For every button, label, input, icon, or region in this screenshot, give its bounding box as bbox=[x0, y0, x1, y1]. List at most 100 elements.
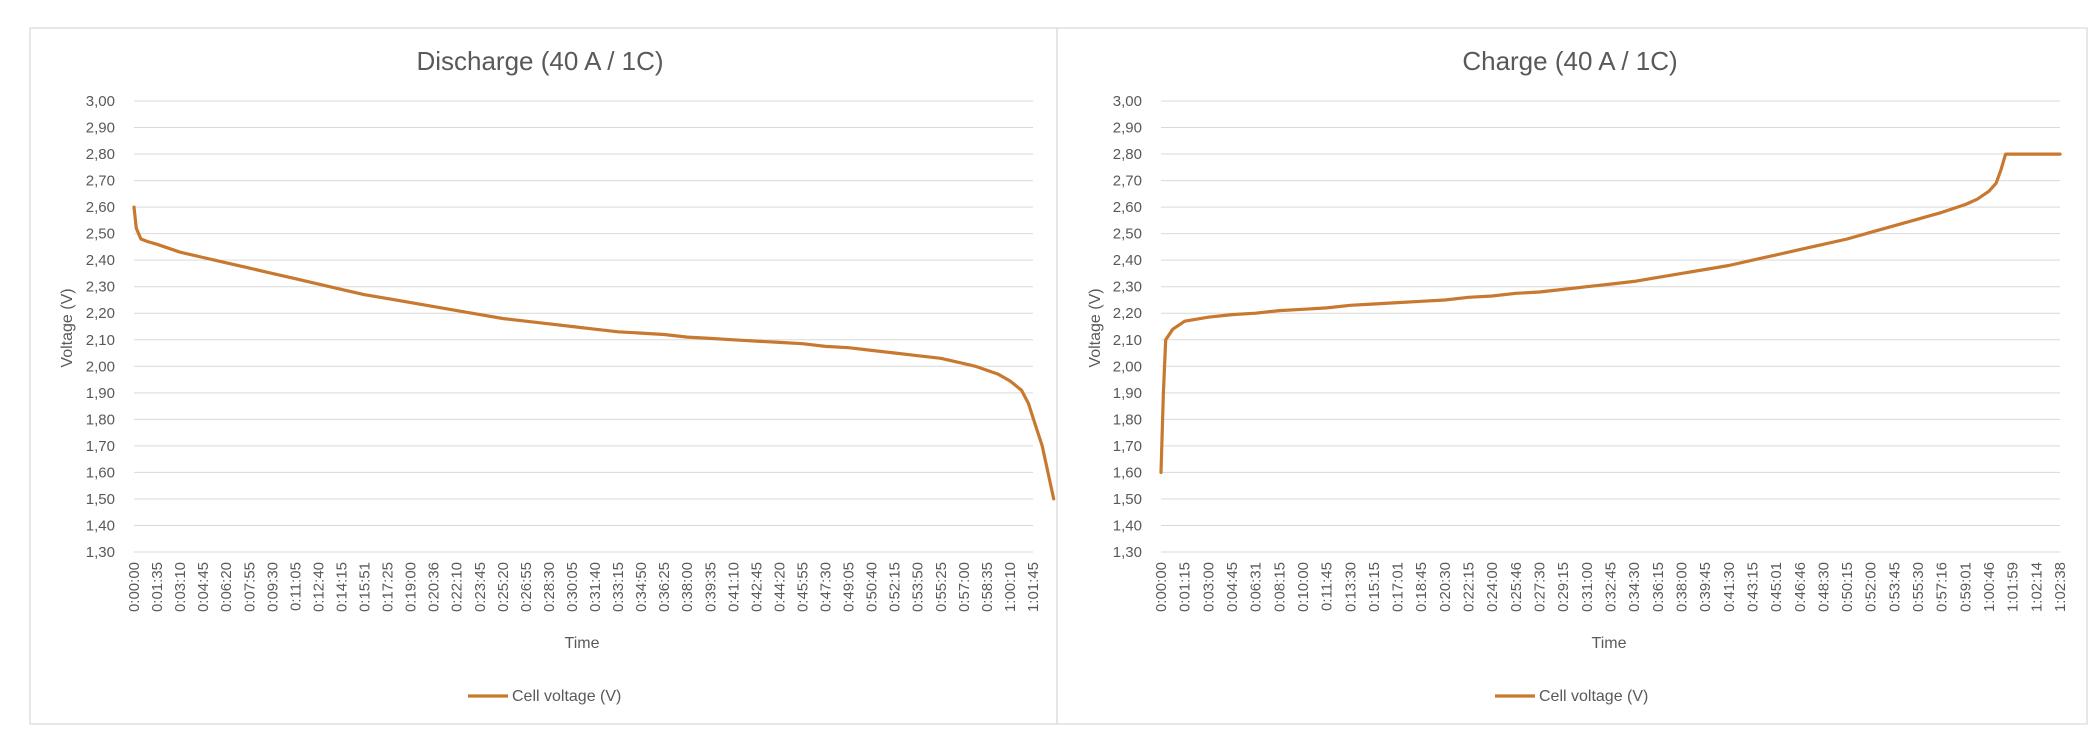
charge-y-tick-label: 2,30 bbox=[1113, 279, 1142, 296]
charge-y-tick-label: 2,90 bbox=[1113, 120, 1142, 137]
charge-x-tick-label: 0:39:45 bbox=[1697, 562, 1714, 612]
discharge-y-tick-label: 1,40 bbox=[86, 517, 115, 534]
charge-x-tick-label: 0:59:01 bbox=[1957, 562, 1974, 612]
discharge-y-tick-label: 1,50 bbox=[86, 491, 115, 508]
charge-y-tick-label: 1,60 bbox=[1113, 464, 1142, 481]
charge-y-tick-label: 2,00 bbox=[1113, 358, 1142, 375]
discharge-x-tick-labels: 0:00:00 0:01:35 0:03:10 0:04:45 0:06:20 0:07:… bbox=[126, 562, 1042, 612]
charge-y-tick-label: 2,10 bbox=[1113, 332, 1142, 349]
discharge-x-tick-label: 0:06:20 bbox=[218, 562, 235, 612]
discharge-x-tick-label: 0:14:15 bbox=[333, 562, 350, 612]
charge-x-tick-label: 1:02:14 bbox=[2028, 562, 2045, 612]
discharge-x-tick-label: 0:03:10 bbox=[172, 562, 189, 612]
charge-y-tick-label: 1,40 bbox=[1113, 517, 1142, 534]
discharge-x-tick-label: 0:31:40 bbox=[587, 562, 604, 612]
charge-y-tick-label: 1,90 bbox=[1113, 385, 1142, 402]
charge-y-tick-label: 1,70 bbox=[1113, 438, 1142, 455]
discharge-x-tick-label: 0:22:10 bbox=[449, 562, 466, 612]
charge-y-tick-label: 2,80 bbox=[1113, 146, 1142, 163]
discharge-x-tick-label: 0:01:35 bbox=[149, 562, 166, 612]
charge-y-tick-label: 2,50 bbox=[1113, 226, 1142, 243]
discharge-y-tick-label: 2,50 bbox=[86, 226, 115, 243]
discharge-y-axis-title: Voltage (V) bbox=[59, 288, 76, 367]
charge-x-tick-label: 0:10:00 bbox=[1295, 562, 1312, 612]
discharge-chart-panel: Discharge (40 A / 1C) 1,301,401,501,601,… bbox=[29, 27, 1058, 725]
discharge-x-tick-label: 0:23:45 bbox=[472, 562, 489, 612]
charge-x-tick-label: 0:48:30 bbox=[1815, 562, 1832, 612]
charge-x-tick-label: 0:52:00 bbox=[1863, 562, 1880, 612]
discharge-x-tick-label: 0:47:30 bbox=[818, 562, 835, 612]
discharge-y-tick-label: 2,90 bbox=[86, 120, 115, 137]
charge-y-tick-label: 2,60 bbox=[1113, 199, 1142, 216]
discharge-chart-frame bbox=[29, 27, 1058, 725]
discharge-x-tick-label: 0:58:35 bbox=[979, 562, 996, 612]
charge-y-tick-labels: 1,30 1,40 1,50 1,60 1,70 1,80 1,90 2,00 2,10 2,20… bbox=[1113, 93, 1142, 561]
charge-x-tick-label: 0:01:15 bbox=[1177, 562, 1194, 612]
discharge-x-tick-label: 0:07:55 bbox=[241, 562, 258, 612]
discharge-x-tick-label: 0:45:55 bbox=[794, 562, 811, 612]
discharge-x-tick-label: 0:09:30 bbox=[264, 562, 281, 612]
discharge-legend-label: Cell voltage (V) bbox=[512, 688, 621, 705]
discharge-x-tick-label: 0:38:00 bbox=[679, 562, 696, 612]
discharge-x-tick-label: 0:19:00 bbox=[403, 562, 420, 612]
charge-x-tick-label: 0:25:46 bbox=[1508, 562, 1525, 612]
charge-chart-frame bbox=[1056, 27, 2088, 725]
charge-x-tick-label: 0:27:30 bbox=[1532, 562, 1549, 612]
charge-x-tick-label: 0:15:15 bbox=[1366, 562, 1383, 612]
charge-x-tick-label: 0:08:15 bbox=[1271, 562, 1288, 612]
charge-x-tick-labels: 0:00:00 0:01:15 0:03:00 0:04:45 0:06:31 0:08:… bbox=[1153, 562, 2069, 612]
charge-x-tick-label: 0:36:15 bbox=[1650, 562, 1667, 612]
charge-x-tick-label: 0:13:30 bbox=[1342, 562, 1359, 612]
charge-x-tick-label: 0:53:45 bbox=[1886, 562, 1903, 612]
charge-legend: Cell voltage (V) bbox=[1495, 688, 1648, 705]
charge-y-tick-label: 2,20 bbox=[1113, 305, 1142, 322]
discharge-y-tick-label: 2,20 bbox=[86, 305, 115, 322]
discharge-x-tick-label: 0:30:05 bbox=[564, 562, 581, 612]
discharge-y-tick-label: 2,30 bbox=[86, 279, 115, 296]
discharge-x-tick-label: 0:55:25 bbox=[933, 562, 950, 612]
charge-x-tick-label: 1:00:46 bbox=[1981, 562, 1998, 612]
charge-chart-panel: Charge (40 A / 1C) 1,301,401,501,601,701… bbox=[1056, 27, 2088, 725]
charge-x-tick-label: 0:11:45 bbox=[1319, 562, 1336, 611]
charge-chart-title: Charge (40 A / 1C) bbox=[1462, 46, 1677, 76]
charge-x-tick-label: 0:55:30 bbox=[1910, 562, 1927, 612]
discharge-x-tick-label: 1:01:45 bbox=[1025, 562, 1042, 612]
charge-y-tick-label: 1,30 bbox=[1113, 544, 1142, 561]
charge-y-tick-label: 2,70 bbox=[1113, 173, 1142, 190]
discharge-y-tick-label: 3,00 bbox=[86, 93, 115, 110]
charge-x-tick-label: 0:24:00 bbox=[1484, 562, 1501, 612]
discharge-x-axis-title: Time bbox=[565, 635, 600, 652]
charge-x-tick-label: 0:46:46 bbox=[1792, 562, 1809, 612]
discharge-x-tick-label: 0:00:00 bbox=[126, 562, 143, 612]
discharge-x-tick-label: 0:25:20 bbox=[495, 562, 512, 612]
charge-x-tick-label: 0:17:01 bbox=[1390, 562, 1407, 612]
charge-x-tick-label: 0:03:00 bbox=[1200, 562, 1217, 612]
charge-legend-label: Cell voltage (V) bbox=[1539, 688, 1648, 705]
discharge-x-tick-label: 0:50:40 bbox=[864, 562, 881, 612]
charge-x-tick-label: 0:38:00 bbox=[1673, 562, 1690, 612]
discharge-x-tick-label: 0:49:05 bbox=[841, 562, 858, 612]
discharge-x-tick-label: 0:15:51 bbox=[357, 562, 374, 612]
charge-x-tick-label: 0:32:45 bbox=[1603, 562, 1620, 612]
charge-x-tick-label: 0:18:45 bbox=[1413, 562, 1430, 612]
discharge-x-tick-label: 0:28:30 bbox=[541, 562, 558, 612]
discharge-gridlines bbox=[134, 100, 1033, 553]
discharge-x-tick-label: 1:00:10 bbox=[1002, 562, 1019, 612]
charge-y-tick-label: 2,40 bbox=[1113, 252, 1142, 269]
charge-x-tick-label: 0:04:45 bbox=[1224, 562, 1241, 612]
charge-x-tick-label: 1:01:59 bbox=[2005, 562, 2022, 612]
discharge-x-tick-label: 0:41:10 bbox=[725, 562, 742, 612]
discharge-x-tick-label: 0:42:45 bbox=[748, 562, 765, 612]
discharge-x-tick-label: 0:20:36 bbox=[426, 562, 443, 612]
charge-y-tick-label: 3,00 bbox=[1113, 93, 1142, 110]
discharge-y-tick-label: 1,70 bbox=[86, 438, 115, 455]
discharge-x-tick-label: 0:57:00 bbox=[956, 562, 973, 612]
discharge-x-tick-label: 0:34:50 bbox=[633, 562, 650, 612]
charge-cell-voltage-line bbox=[1159, 152, 2062, 474]
charge-x-axis-title: Time bbox=[1592, 635, 1627, 652]
discharge-y-tick-label: 1,80 bbox=[86, 411, 115, 428]
discharge-y-tick-label: 2,70 bbox=[86, 173, 115, 190]
charge-y-axis-title: Voltage (V) bbox=[1087, 288, 1104, 367]
